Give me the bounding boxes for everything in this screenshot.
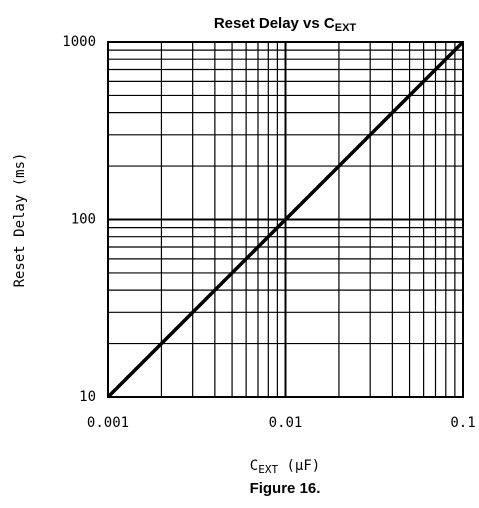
x-tick-label: 0.1	[450, 415, 475, 431]
xlabel_parts-part: C	[250, 458, 258, 474]
y-tick-label: 100	[71, 212, 96, 228]
xlabel_parts-part: EXT	[258, 463, 278, 476]
line	[106, 40, 465, 399]
y-tick-label: 10	[79, 389, 96, 405]
title_parts-part: EXT	[335, 22, 357, 34]
plot-border	[107, 41, 464, 398]
xlabel_parts-part: (µF)	[278, 458, 320, 474]
title_parts-part: Reset Delay vs C	[214, 15, 335, 32]
xlabel_parts: CEXT (µF)	[250, 458, 320, 476]
x-tick-label: 0.01	[269, 415, 303, 431]
caption: Figure 16.	[250, 480, 321, 497]
title_parts: Reset Delay vs CEXT	[214, 15, 357, 34]
y-axis-label: Reset Delay (ms)	[12, 153, 28, 288]
x-tick-label: 0.001	[87, 415, 129, 431]
y-tick-label: 1000	[62, 34, 96, 50]
